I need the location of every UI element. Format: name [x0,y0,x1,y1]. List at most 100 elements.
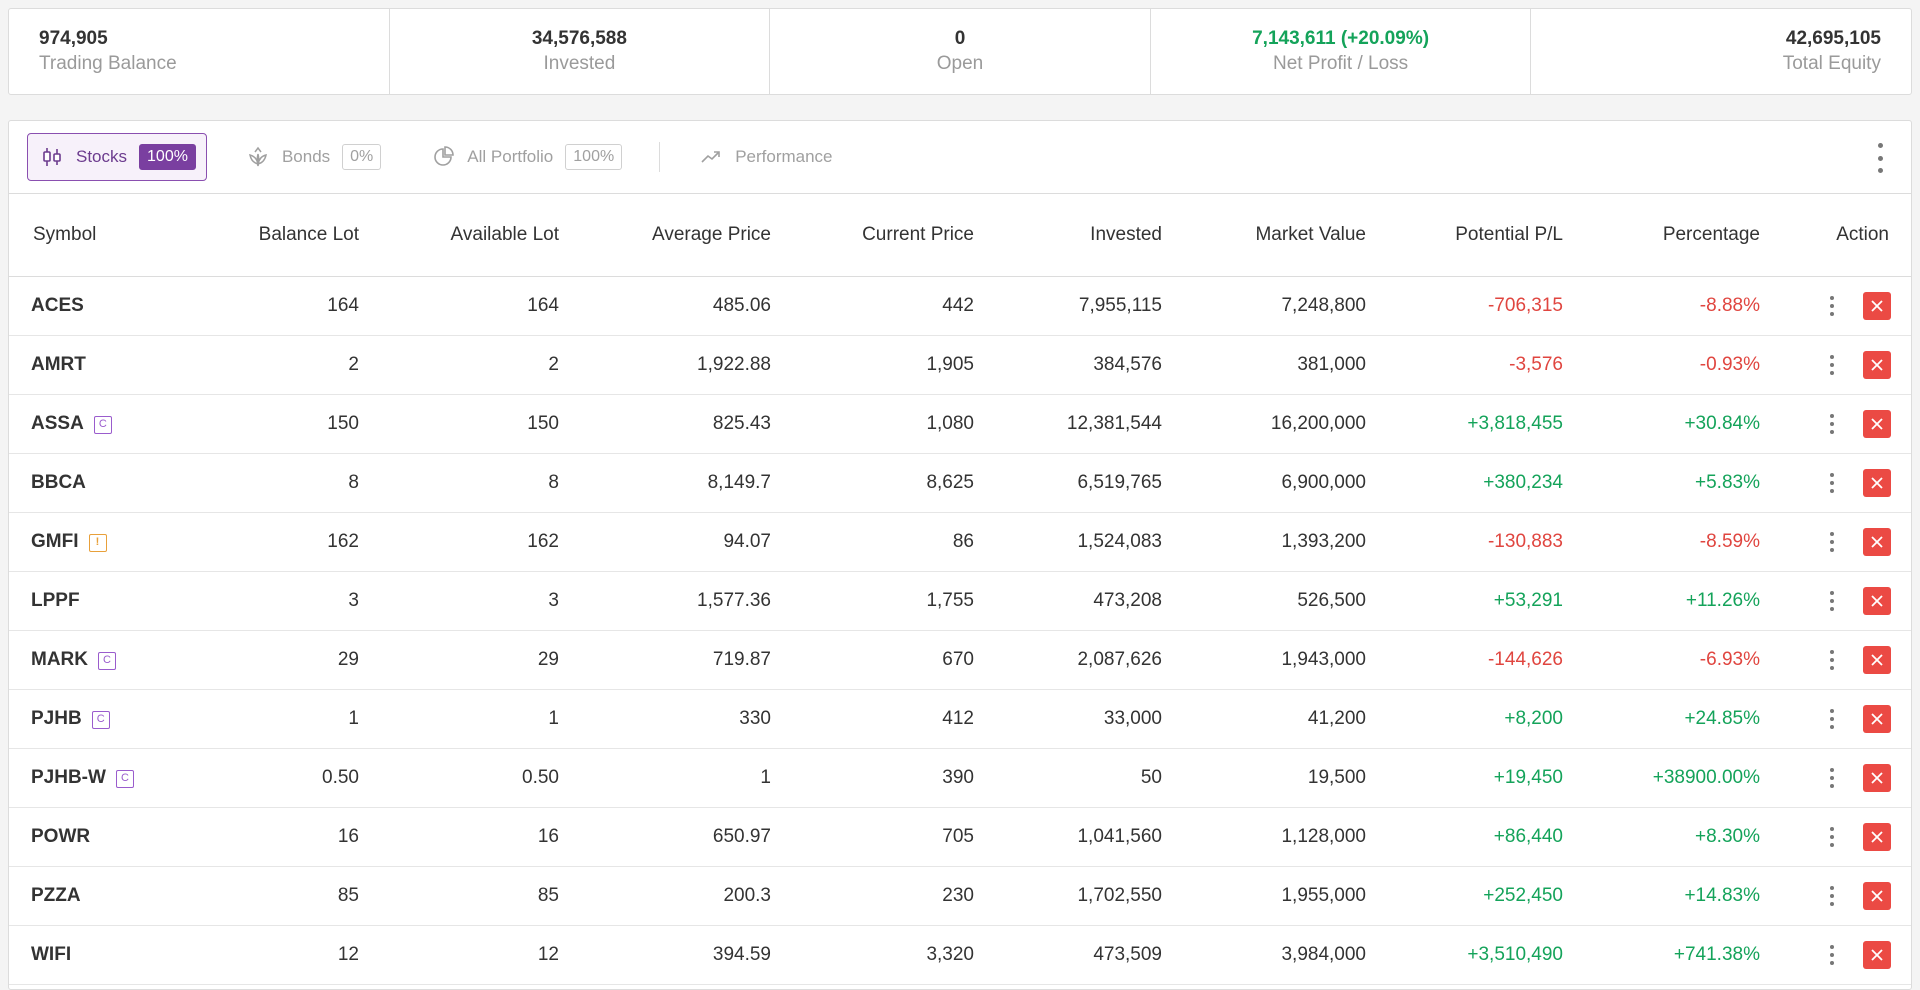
close-icon [1871,948,1883,961]
cell-symbol[interactable]: WIFI [9,925,159,985]
notation-badge: C [115,769,134,788]
tab-performance[interactable]: Performance [686,133,843,181]
close-position-button[interactable] [1863,704,1891,733]
tab-stocks[interactable]: Stocks 100% [27,133,207,181]
cell-symbol[interactable]: GMFI! [9,512,159,572]
row-more-options-icon[interactable] [1829,708,1835,729]
cell-symbol[interactable]: POWR [9,807,159,867]
row-more-options-icon[interactable] [1829,531,1835,552]
table-row[interactable]: ASSA C 150 150 825.43 1,080 12,381,544 16,200,0… [9,394,1911,454]
col-potential-pl[interactable]: Potential P/L [1366,194,1563,277]
table-row[interactable]: PZZA 85 85 200.3 230 1,702,550 1,955,000 +252,4… [9,866,1911,926]
cell-balance-lot: 29 [159,630,359,690]
tab-label: Stocks [76,147,128,166]
cell-average-price: 1,577.36 [559,571,771,631]
table-row[interactable]: ACES 164 164 485.06 442 7,955,115 7,248,800 -70… [9,276,1911,336]
cell-available-lot: 150 [359,394,559,454]
tab-all-portfolio[interactable]: All Portfolio 100% [418,133,633,181]
table-row[interactable]: GMFI! 162 162 94.07 86 1,524,083 1,393,200 -130… [9,512,1911,572]
table-row[interactable]: PJHB-W C 0.50 0.50 1 390 50 19,500 +19,450 +38900… [9,748,1911,808]
cell-invested: 473,509 [974,925,1162,985]
close-icon [1871,417,1883,430]
row-more-options-icon[interactable] [1829,826,1835,847]
col-current-price[interactable]: Current Price [771,194,974,277]
cell-available-lot: 16 [359,807,559,867]
close-position-button[interactable] [1863,881,1891,910]
cell-symbol[interactable]: MARK C [9,630,159,690]
cell-symbol[interactable]: ACES [9,276,159,336]
holdings-table: Symbol Balance Lot Available Lot Average… [9,194,1911,985]
cell-invested: 50 [974,748,1162,808]
tab-divider [659,142,661,172]
cell-potential-pl: -130,883 [1366,512,1563,572]
close-position-button[interactable] [1863,409,1891,438]
table-row[interactable]: LPPF 3 3 1,577.36 1,755 473,208 526,500 +53,291… [9,571,1911,631]
cell-market-value: 3,984,000 [1162,925,1366,985]
cell-potential-pl: +3,818,455 [1366,394,1563,454]
summary-label: Trading Balance [39,52,177,74]
close-position-button[interactable] [1863,645,1891,674]
cell-available-lot: 3 [359,571,559,631]
cell-symbol[interactable]: LPPF [9,571,159,631]
cell-market-value: 381,000 [1162,335,1366,395]
cell-percentage: -8.88% [1563,276,1760,336]
close-position-button[interactable] [1863,822,1891,851]
col-market-value[interactable]: Market Value [1162,194,1366,277]
close-position-button[interactable] [1863,468,1891,497]
cell-balance-lot: 0.50 [159,748,359,808]
col-invested[interactable]: Invested [974,194,1162,277]
row-more-options-icon[interactable] [1829,354,1835,375]
cell-symbol[interactable]: BBCA [9,453,159,513]
row-more-options-icon[interactable] [1829,295,1835,316]
row-more-options-icon[interactable] [1829,472,1835,493]
cell-invested: 7,955,115 [974,276,1162,336]
cell-potential-pl: +86,440 [1366,807,1563,867]
close-position-button[interactable] [1863,291,1891,320]
row-more-options-icon[interactable] [1829,590,1835,611]
summary-value: 0 [954,27,966,49]
cell-symbol[interactable]: ASSA C [9,394,159,454]
col-available-lot[interactable]: Available Lot [359,194,559,277]
row-more-options-icon[interactable] [1829,413,1835,434]
cell-balance-lot: 85 [159,866,359,926]
cell-action [1760,394,1911,454]
more-options-icon[interactable] [1877,143,1883,173]
close-position-button[interactable] [1863,350,1891,379]
row-more-options-icon[interactable] [1829,649,1835,670]
table-row[interactable]: PJHB C 1 1 330 412 33,000 41,200 +8,200 +24.85% [9,689,1911,749]
cell-symbol[interactable]: PJHB-W C [9,748,159,808]
close-icon [1871,653,1883,666]
close-position-button[interactable] [1863,586,1891,615]
cell-invested: 2,087,626 [974,630,1162,690]
col-percentage[interactable]: Percentage [1563,194,1760,277]
table-row[interactable]: BBCA 8 8 8,149.7 8,625 6,519,765 6,900,000 +380… [9,453,1911,513]
cell-current-price: 1,755 [771,571,974,631]
cell-symbol[interactable]: PJHB C [9,689,159,749]
col-average-price[interactable]: Average Price [559,194,771,277]
row-more-options-icon[interactable] [1829,885,1835,906]
cell-symbol[interactable]: PZZA [9,866,159,926]
tab-bonds[interactable]: Bonds 0% [233,133,392,181]
row-more-options-icon[interactable] [1829,944,1835,965]
close-position-button[interactable] [1863,527,1891,556]
close-position-button[interactable] [1863,940,1891,969]
cell-available-lot: 85 [359,866,559,926]
row-more-options-icon[interactable] [1829,767,1835,788]
col-balance-lot[interactable]: Balance Lot [159,194,359,277]
cell-balance-lot: 8 [159,453,359,513]
col-symbol[interactable]: Symbol [9,194,159,277]
table-row[interactable]: MARK C 29 29 719.87 670 2,087,626 1,943,000 -144… [9,630,1911,690]
table-row[interactable]: WIFI 12 12 394.59 3,320 473,509 3,984,000 +3,51… [9,925,1911,985]
symbol-label: POWR [31,825,91,847]
table-row[interactable]: AMRT 2 2 1,922.88 1,905 384,576 381,000 -3,576-… [9,335,1911,395]
symbol-label: PZZA [31,884,81,906]
cell-symbol[interactable]: AMRT [9,335,159,395]
cell-potential-pl: +8,200 [1366,689,1563,749]
cell-current-price: 442 [771,276,974,336]
close-icon [1871,712,1883,725]
cell-potential-pl: +19,450 [1366,748,1563,808]
close-position-button[interactable] [1863,763,1891,792]
cell-balance-lot: 3 [159,571,359,631]
table-row[interactable]: POWR 16 16 650.97 705 1,041,560 1,128,000 +86,4… [9,807,1911,867]
cell-potential-pl: +3,510,490 [1366,925,1563,985]
